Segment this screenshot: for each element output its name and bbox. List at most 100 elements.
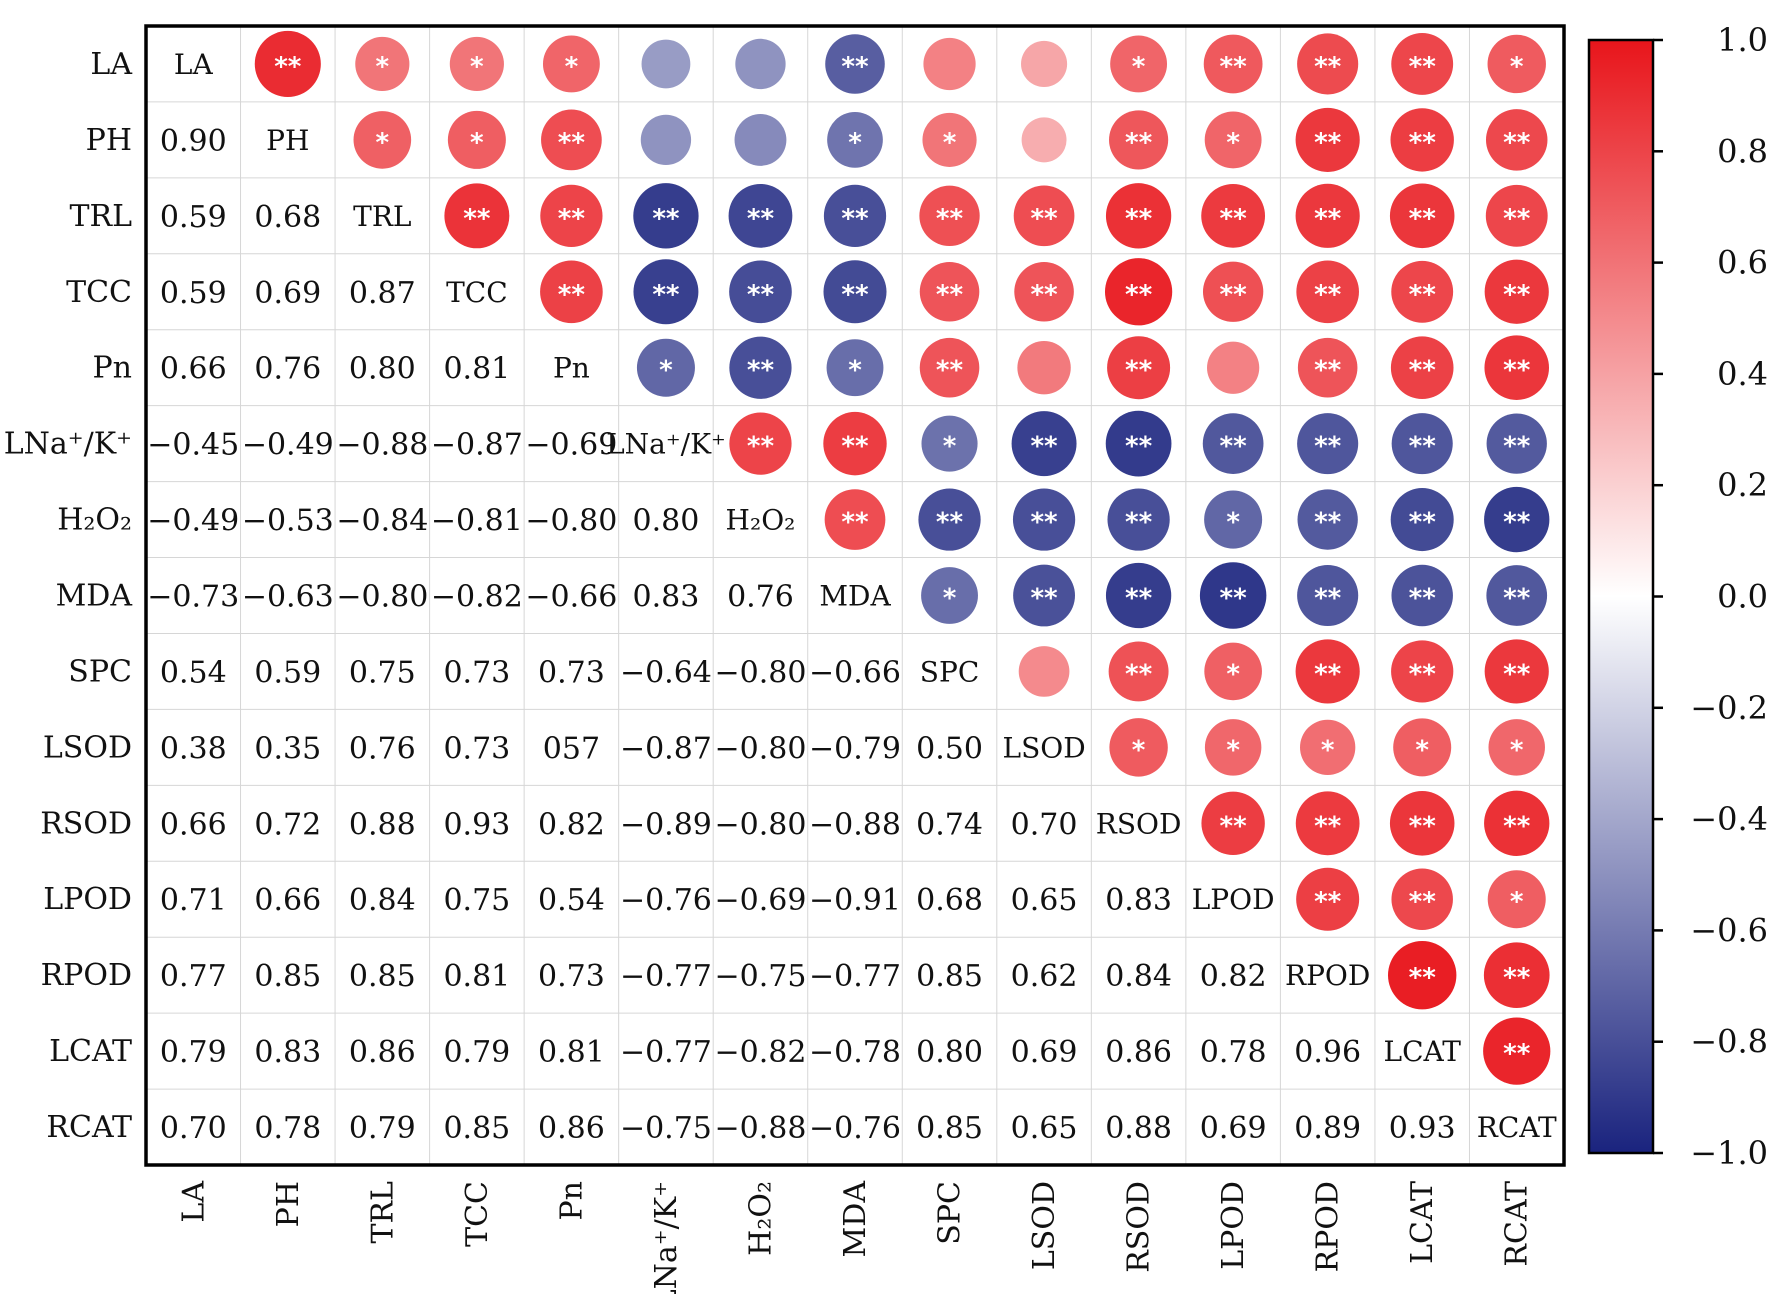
cell-value-spc-ph: 0.59 — [254, 655, 321, 690]
cell-value-mda-pn: −0.66 — [525, 580, 617, 615]
significance-mark: ** — [1503, 963, 1531, 993]
correlation-circle-pn-rcat — [1484, 335, 1550, 400]
significance-mark: ** — [1314, 52, 1342, 82]
correlation-circle-h2o2-lsod — [1012, 488, 1076, 551]
diagonal-label-ph: PH — [266, 124, 309, 157]
correlation-circle-spc-rcat — [1484, 639, 1549, 704]
row-label-lna-k: LNa⁺/K⁺ — [4, 427, 132, 462]
significance-mark: ** — [841, 204, 869, 234]
cell-value-lpod-mda: −0.91 — [809, 883, 901, 918]
cell-value-mda-ph: −0.63 — [242, 580, 334, 615]
column-label-lna-k: LNa⁺/K⁺ — [649, 1181, 684, 1294]
significance-mark: * — [1415, 735, 1429, 765]
significance-mark: ** — [1030, 204, 1058, 234]
correlation-circle-la-lsod — [1021, 40, 1068, 88]
significance-mark: ** — [1125, 659, 1153, 689]
significance-mark: ** — [1314, 887, 1342, 917]
cell-value-rcat-tcc: 0.85 — [443, 1111, 510, 1146]
diagonal-label-mda: MDA — [819, 580, 891, 613]
cell-value-mda-lna-k: 0.83 — [633, 580, 700, 615]
correlation-circle-spc-lsod — [1018, 646, 1070, 697]
cell-value-rcat-mda: −0.76 — [809, 1111, 901, 1146]
correlation-circle-trl-rsod — [1105, 183, 1172, 249]
significance-mark: ** — [1409, 963, 1437, 993]
significance-mark: ** — [652, 280, 680, 310]
column-label-pn: Pn — [554, 1181, 589, 1221]
significance-mark: ** — [1314, 584, 1342, 614]
correlation-circle-ph-rcat — [1485, 109, 1548, 171]
correlation-circle-pn-rpod — [1297, 337, 1358, 398]
cell-value-lna-k-la: −0.45 — [147, 428, 239, 463]
correlation-circle-trl-lna-k — [633, 183, 699, 249]
colorbar-tick-label: 1.0 — [1717, 21, 1768, 59]
cell-value-lcat-lsod: 0.69 — [1011, 1035, 1078, 1070]
significance-mark: ** — [1503, 204, 1531, 234]
cell-value-h2o2-tcc: −0.81 — [431, 504, 523, 539]
significance-mark: ** — [747, 204, 775, 234]
column-labels: LA PH TRL TCC Pn LNa⁺/K⁺ H₂O₂ MDA SPC LSOD RSOD LPO… — [176, 1181, 1534, 1294]
cell-value-lsod-tcc: 0.73 — [443, 731, 510, 766]
correlation-circle-mda-rcat — [1486, 565, 1548, 626]
significance-mark: * — [848, 356, 862, 386]
colorbar-tick-label: 0.6 — [1717, 244, 1768, 282]
cell-value-lpod-ph: 0.66 — [254, 883, 321, 918]
column-label-rcat: RCAT — [1500, 1181, 1535, 1267]
correlation-circle-trl-pn — [540, 184, 603, 247]
correlation-circle-tcc-mda — [823, 260, 887, 324]
cell-value-mda-la: −0.73 — [147, 580, 239, 615]
significance-mark: ** — [747, 280, 775, 310]
significance-mark: * — [376, 52, 390, 82]
significance-mark: * — [943, 584, 957, 614]
correlation-circle-lna-k-h2o2 — [729, 412, 792, 475]
correlation-circle-trl-lcat — [1389, 183, 1455, 249]
significance-mark: ** — [747, 356, 775, 386]
significance-mark: ** — [1503, 811, 1531, 841]
correlation-circle-pn-h2o2 — [729, 336, 792, 399]
correlation-circle-mda-lsod — [1013, 564, 1075, 627]
row-label-pn: Pn — [92, 351, 132, 386]
correlation-circle-la-rcat — [1487, 34, 1546, 94]
column-label-ph: PH — [271, 1181, 306, 1227]
cell-value-lsod-trl: 0.76 — [349, 731, 416, 766]
significance-mark: ** — [936, 280, 964, 310]
cell-value-lsod-spc: 0.50 — [916, 731, 983, 766]
correlation-circle-ph-spc — [922, 112, 977, 167]
cell-value-rcat-lna-k: −0.75 — [620, 1111, 712, 1146]
significance-mark: ** — [1030, 584, 1058, 614]
row-label-rcat: RCAT — [46, 1110, 132, 1145]
correlation-circle-tcc-h2o2 — [729, 260, 792, 324]
cell-value-lna-k-ph: −0.49 — [242, 428, 334, 463]
correlation-circle-lpod-rpod — [1296, 867, 1360, 931]
significance-mark: * — [1132, 52, 1146, 82]
correlation-circle-pn-lpod — [1207, 341, 1260, 394]
correlation-circle-trl-spc — [919, 185, 980, 246]
plot-frame — [144, 24, 1566, 1167]
row-label-rpod: RPOD — [41, 958, 132, 993]
correlation-circle-tcc-rpod — [1296, 260, 1359, 324]
cell-value-lcat-spc: 0.80 — [916, 1035, 983, 1070]
significance-mark: ** — [1503, 128, 1531, 158]
correlation-circle-lpod-lcat — [1391, 868, 1453, 930]
cell-value-rcat-h2o2: −0.88 — [714, 1111, 806, 1146]
correlation-circle-la-spc — [923, 37, 976, 91]
diagonal-label-lpod: LPOD — [1192, 883, 1275, 916]
correlation-circle-lsod-rpod — [1300, 719, 1356, 776]
cell-value-lsod-pn: 057 — [543, 731, 600, 766]
cell-value-rpod-tcc: 0.81 — [443, 959, 510, 994]
correlation-cells: LA PH TRL TCC Pn LNa⁺/K⁺ H₂O₂ MDA SPC LSOD RSOD LPO… — [147, 30, 1557, 1146]
significance-mark: ** — [1220, 204, 1248, 234]
significance-mark: ** — [463, 204, 491, 234]
cell-value-lpod-trl: 0.84 — [349, 883, 416, 918]
cell-value-rcat-ph: 0.78 — [254, 1111, 321, 1146]
significance-mark: * — [659, 356, 673, 386]
significance-mark: ** — [558, 128, 586, 158]
correlation-circle-lna-k-lcat — [1391, 413, 1453, 475]
cell-value-rcat-rpod: 0.89 — [1294, 1111, 1361, 1146]
significance-mark: ** — [1314, 659, 1342, 689]
significance-mark: ** — [1314, 128, 1342, 158]
significance-mark: ** — [1409, 659, 1437, 689]
correlation-circle-pn-mda — [826, 339, 884, 397]
significance-mark: * — [943, 128, 957, 158]
significance-mark: ** — [1503, 432, 1531, 462]
